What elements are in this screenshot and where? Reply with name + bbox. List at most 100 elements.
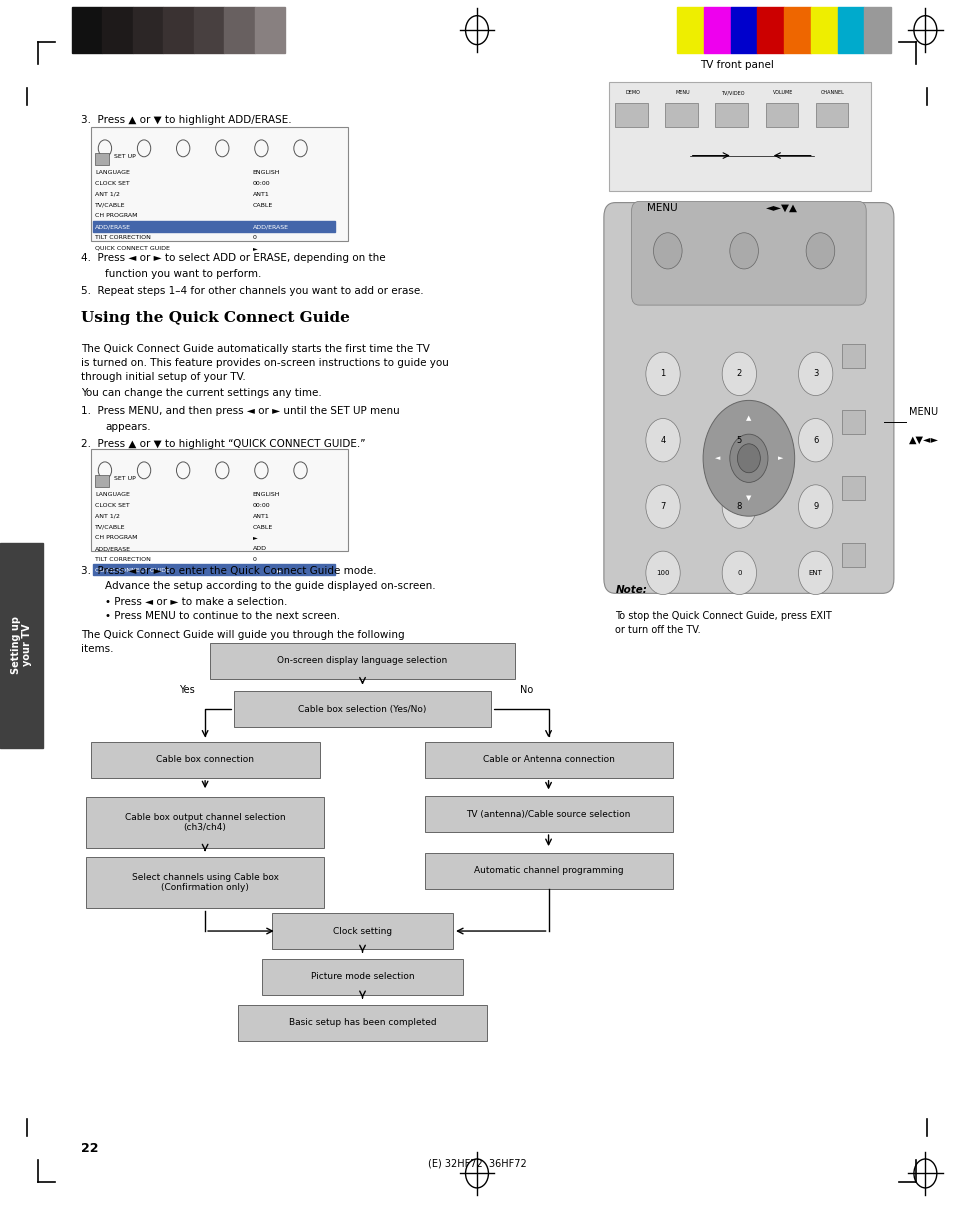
Bar bbox=[91, 127, 348, 241]
Bar bbox=[238, 1005, 486, 1041]
Bar bbox=[163, 7, 193, 53]
FancyBboxPatch shape bbox=[603, 203, 893, 593]
Text: 5: 5 bbox=[736, 435, 741, 445]
Text: Basic setup has been completed: Basic setup has been completed bbox=[289, 1018, 436, 1028]
Text: No: No bbox=[519, 685, 533, 696]
Text: ADD/ERASE: ADD/ERASE bbox=[253, 224, 289, 229]
Text: CABLE: CABLE bbox=[253, 525, 273, 529]
Text: Using the Quick Connect Guide: Using the Quick Connect Guide bbox=[81, 311, 350, 326]
Bar bbox=[608, 82, 870, 191]
Text: To stop the Quick Connect Guide, press EXIT
or turn off the TV.: To stop the Quick Connect Guide, press E… bbox=[615, 611, 831, 634]
Bar bbox=[91, 742, 319, 778]
Text: ▼: ▼ bbox=[745, 496, 751, 500]
Text: 100: 100 bbox=[656, 570, 669, 575]
Circle shape bbox=[729, 434, 767, 482]
Text: MENU: MENU bbox=[675, 90, 689, 95]
Bar bbox=[86, 857, 324, 908]
Text: 0: 0 bbox=[253, 557, 256, 562]
Text: 00:00: 00:00 bbox=[253, 181, 270, 186]
Bar bbox=[262, 959, 462, 995]
Bar bbox=[677, 7, 703, 53]
Text: Setting up
your TV: Setting up your TV bbox=[10, 616, 32, 674]
Text: ▲: ▲ bbox=[745, 416, 751, 421]
Bar bbox=[715, 103, 747, 127]
Bar bbox=[757, 7, 783, 53]
Bar bbox=[210, 643, 515, 679]
Text: ANT1: ANT1 bbox=[253, 192, 270, 197]
Text: The Quick Connect Guide automatically starts the first time the TV
is turned on.: The Quick Connect Guide automatically st… bbox=[81, 344, 449, 382]
Text: Advance the setup according to the guide displayed on-screen.: Advance the setup according to the guide… bbox=[105, 581, 436, 591]
Text: ►: ► bbox=[777, 456, 782, 461]
Bar bbox=[92, 564, 335, 575]
Text: 3: 3 bbox=[812, 369, 818, 379]
Text: TV (antenna)/Cable source selection: TV (antenna)/Cable source selection bbox=[466, 809, 630, 819]
Bar bbox=[272, 913, 453, 949]
Text: Cable box output channel selection
(ch3/ch4): Cable box output channel selection (ch3/… bbox=[125, 813, 285, 832]
Circle shape bbox=[798, 352, 832, 396]
Bar bbox=[0, 543, 43, 748]
Text: 5.  Repeat steps 1–4 for other channels you want to add or erase.: 5. Repeat steps 1–4 for other channels y… bbox=[81, 286, 423, 295]
Bar bbox=[841, 344, 864, 368]
Text: QUICK CONNECT GUIDE: QUICK CONNECT GUIDE bbox=[95, 246, 170, 251]
Circle shape bbox=[737, 444, 760, 473]
Text: • Press ◄ or ► to make a selection.: • Press ◄ or ► to make a selection. bbox=[105, 597, 287, 607]
Bar bbox=[224, 7, 254, 53]
Text: 00:00: 00:00 bbox=[253, 503, 270, 508]
Text: 22: 22 bbox=[81, 1142, 98, 1154]
Text: 0: 0 bbox=[737, 570, 740, 575]
Text: Note:: Note: bbox=[615, 585, 646, 596]
Text: Cable or Antenna connection: Cable or Antenna connection bbox=[482, 755, 614, 765]
Bar bbox=[102, 7, 132, 53]
Text: 2: 2 bbox=[736, 369, 741, 379]
Text: (E) 32HF72  36HF72: (E) 32HF72 36HF72 bbox=[427, 1158, 526, 1169]
Text: Clock setting: Clock setting bbox=[333, 926, 392, 936]
Circle shape bbox=[798, 485, 832, 528]
Bar bbox=[815, 103, 847, 127]
Text: SET UP: SET UP bbox=[114, 476, 136, 481]
Text: • Press MENU to continue to the next screen.: • Press MENU to continue to the next scr… bbox=[105, 611, 339, 621]
Text: ENT: ENT bbox=[808, 570, 821, 575]
Text: MENU: MENU bbox=[646, 203, 677, 213]
Text: 0: 0 bbox=[253, 235, 256, 240]
Circle shape bbox=[798, 418, 832, 462]
Text: items.: items. bbox=[81, 644, 113, 654]
Text: ENGLISH: ENGLISH bbox=[253, 492, 280, 497]
Text: CHANNEL: CHANNEL bbox=[820, 90, 844, 95]
Text: MENU: MENU bbox=[908, 408, 938, 417]
Bar bbox=[863, 7, 890, 53]
Bar bbox=[132, 7, 163, 53]
Text: The Quick Connect Guide will guide you through the following: The Quick Connect Guide will guide you t… bbox=[81, 630, 404, 639]
Bar bbox=[71, 7, 102, 53]
Bar bbox=[86, 797, 324, 848]
Text: TV/CABLE: TV/CABLE bbox=[95, 203, 126, 207]
Circle shape bbox=[798, 551, 832, 595]
Text: ►: ► bbox=[253, 535, 257, 540]
Text: Yes: Yes bbox=[179, 685, 195, 696]
Text: TV/VIDEO: TV/VIDEO bbox=[720, 90, 743, 95]
Text: QUICK CONNECT GUIDE: QUICK CONNECT GUIDE bbox=[95, 568, 170, 573]
Text: appears.: appears. bbox=[105, 422, 151, 432]
Text: Picture mode selection: Picture mode selection bbox=[311, 972, 414, 982]
Bar bbox=[764, 103, 797, 127]
Text: ANT1: ANT1 bbox=[253, 514, 270, 519]
Text: LANGUAGE: LANGUAGE bbox=[95, 170, 131, 175]
Bar bbox=[783, 7, 810, 53]
Text: CLOCK SET: CLOCK SET bbox=[95, 503, 130, 508]
Text: CLOCK SET: CLOCK SET bbox=[95, 181, 130, 186]
Bar bbox=[91, 449, 348, 551]
Bar bbox=[95, 153, 109, 165]
Bar bbox=[424, 853, 672, 889]
Text: CH PROGRAM: CH PROGRAM bbox=[95, 535, 138, 540]
Circle shape bbox=[805, 233, 834, 269]
Bar bbox=[837, 7, 863, 53]
Text: ADD/ERASE: ADD/ERASE bbox=[95, 224, 132, 229]
Text: 3.  Press ◄ or ► to enter the Quick Connect Guide mode.: 3. Press ◄ or ► to enter the Quick Conne… bbox=[81, 566, 376, 575]
Text: CABLE: CABLE bbox=[253, 203, 273, 207]
Text: You can change the current settings any time.: You can change the current settings any … bbox=[81, 388, 321, 398]
Text: 4.  Press ◄ or ► to select ADD or ERASE, depending on the: 4. Press ◄ or ► to select ADD or ERASE, … bbox=[81, 253, 385, 263]
Bar bbox=[810, 7, 837, 53]
Text: 4: 4 bbox=[659, 435, 665, 445]
Text: VOLUME: VOLUME bbox=[772, 90, 792, 95]
Bar bbox=[424, 742, 672, 778]
Text: DEMO: DEMO bbox=[624, 90, 639, 95]
